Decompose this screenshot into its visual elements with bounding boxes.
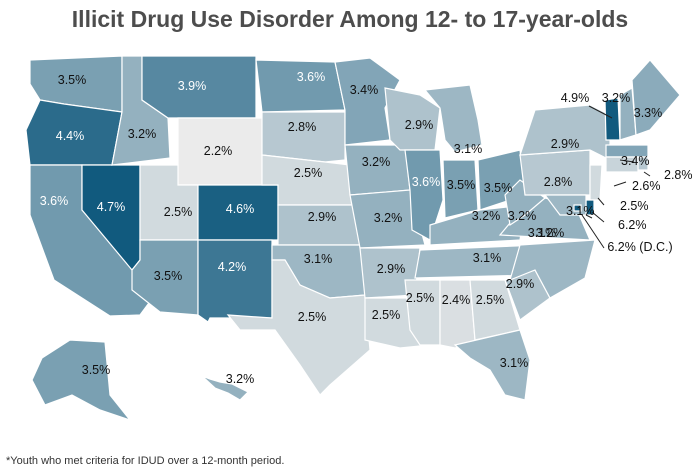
state-label-pa: 2.8% <box>544 175 573 189</box>
state-label-az: 3.5% <box>154 269 183 283</box>
state-label-ma: 3.4% <box>621 154 650 168</box>
state-ms <box>404 279 441 346</box>
state-tx <box>226 259 371 396</box>
state-labels: 3.5% 4.4% 3.6% 4.7% 3.2% 3.9% 2.2% 2.5% 3.5% 4.6%… <box>40 70 693 386</box>
state-label-il: 3.6% <box>412 175 441 189</box>
state-label-ga: 2.5% <box>476 293 505 307</box>
leader-line-nj <box>597 197 605 206</box>
state-label-sc: 2.9% <box>506 277 535 291</box>
state-label-hi: 3.2% <box>226 372 255 386</box>
state-dc <box>573 204 582 212</box>
state-nj <box>589 164 603 201</box>
state-label-dc: 6.2% (D.C.) <box>607 240 672 254</box>
state-nm <box>197 239 273 323</box>
state-ny <box>519 104 611 161</box>
state-mo <box>349 189 426 249</box>
leader-lines <box>581 105 651 249</box>
state-label-ne: 2.5% <box>294 166 323 180</box>
state-label-ct: 2.6% <box>632 179 661 193</box>
state-mi <box>423 84 483 153</box>
state-label-wy: 2.2% <box>204 144 233 158</box>
state-nc <box>509 239 596 299</box>
state-label-mt: 3.9% <box>178 79 207 93</box>
state-label-me: 3.3% <box>634 106 663 120</box>
state-hi <box>201 375 250 401</box>
leader-line-vt <box>588 105 613 119</box>
state-label-de: 6.2% <box>618 218 647 232</box>
state-label-ia: 3.2% <box>362 155 391 169</box>
state-label-sd: 2.8% <box>288 120 317 134</box>
leader-line-ct <box>613 181 627 187</box>
state-label-nh: 3.2% <box>602 91 631 105</box>
state-label-ar: 2.9% <box>377 262 406 276</box>
state-label-nm: 4.2% <box>218 260 247 274</box>
state-label-ky: 3.2% <box>472 209 501 223</box>
state-label-md: 3.1% <box>566 204 595 218</box>
state-label-al: 2.4% <box>442 293 471 307</box>
state-label-ks: 2.9% <box>308 210 337 224</box>
state-label-nd: 3.6% <box>297 70 326 84</box>
leader-line-de <box>591 211 605 223</box>
state-label-ms: 2.5% <box>406 291 435 305</box>
state-label-wv: 3.2% <box>508 209 537 223</box>
state-label-ri: 2.8% <box>664 168 693 182</box>
state-label-id: 3.2% <box>128 127 157 141</box>
state-ia <box>344 144 411 196</box>
state-label-ok: 3.1% <box>304 252 333 266</box>
state-label-vt: 4.9% <box>561 91 590 105</box>
state-fl <box>453 329 531 401</box>
state-label-nj: 2.5% <box>620 199 649 213</box>
state-label-wa: 3.5% <box>58 73 87 87</box>
footnote: *Youth who met criteria for IDUD over a … <box>6 455 285 467</box>
leader-line-ri <box>643 171 651 177</box>
state-label-ny: 2.9% <box>551 137 580 151</box>
state-label-mi: 3.1% <box>454 142 483 156</box>
state-al <box>439 279 476 349</box>
leader-line-md <box>585 214 593 219</box>
state-label-tn: 3.1% <box>473 251 502 265</box>
state-label-fl: 3.1% <box>500 356 529 370</box>
state-label-co: 4.6% <box>226 202 255 216</box>
state-nd <box>255 59 346 113</box>
state-shapes <box>25 55 681 422</box>
state-label-oh: 3.5% <box>484 181 513 195</box>
map-title: Illicit Drug Use Disorder Among 12- to 1… <box>71 6 629 32</box>
state-label-wi: 2.9% <box>405 118 434 132</box>
state-label-or: 4.4% <box>56 129 85 143</box>
state-label-mn: 3.4% <box>350 83 379 97</box>
state-ak <box>31 339 132 422</box>
state-label-va: 3.2% <box>536 226 565 240</box>
state-label-mo: 3.2% <box>374 211 403 225</box>
state-label-nc: 3.1% <box>528 226 557 240</box>
state-ct <box>605 156 639 173</box>
state-label-la: 2.5% <box>372 308 401 322</box>
state-label-nv: 4.7% <box>97 200 126 214</box>
state-label-ca: 3.6% <box>40 194 69 208</box>
state-mn <box>334 57 401 146</box>
leader-line-dc <box>581 214 605 249</box>
leader-line-ma <box>619 159 635 163</box>
state-label-ut: 2.5% <box>164 205 193 219</box>
state-label-in: 3.5% <box>447 178 476 192</box>
state-label-tx: 2.5% <box>298 310 327 324</box>
state-me <box>631 59 681 136</box>
state-sd <box>261 111 346 163</box>
state-label-ak: 3.5% <box>82 363 111 377</box>
